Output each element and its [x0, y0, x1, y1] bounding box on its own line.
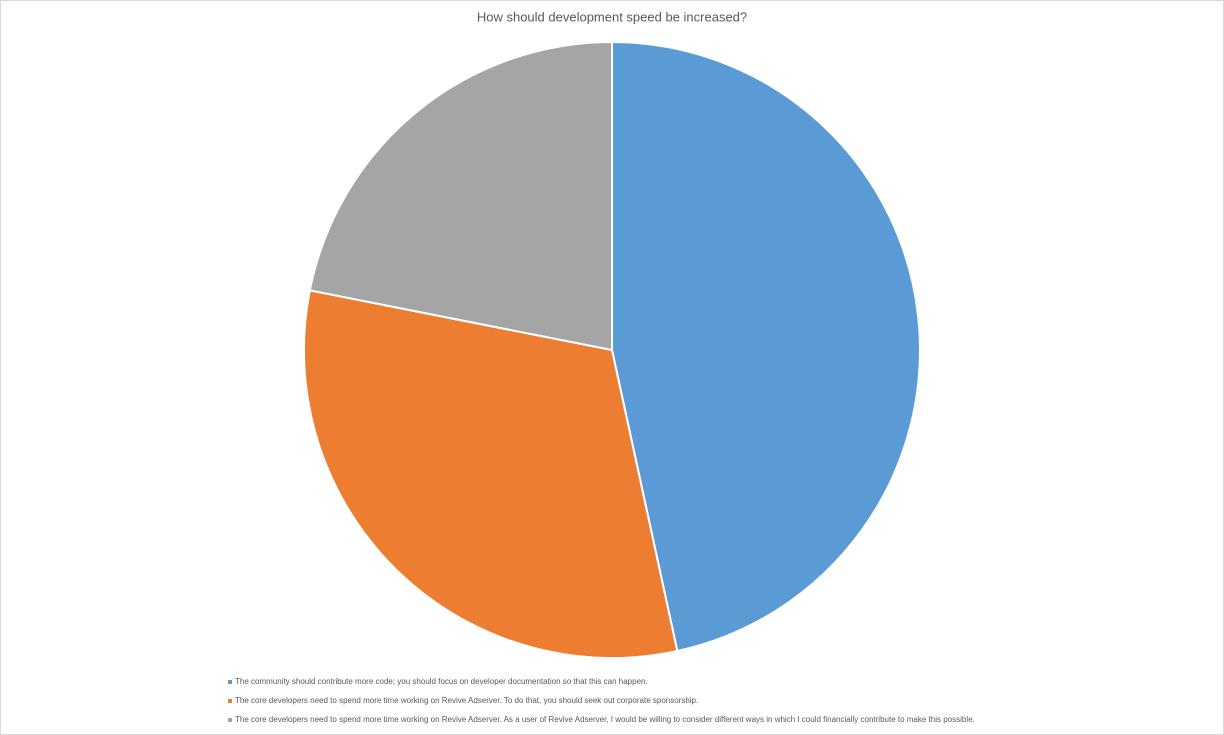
- legend-label: The community should contribute more cod…: [235, 677, 648, 686]
- legend-swatch: [228, 680, 232, 684]
- chart-title: How should development speed be increase…: [477, 9, 747, 24]
- pie-slice: [611, 40, 921, 653]
- legend-label: The core developers need to spend more t…: [235, 715, 975, 724]
- legend-swatch: [228, 718, 232, 722]
- pie-slice: [303, 289, 679, 659]
- legend-swatch: [228, 699, 232, 703]
- pie-slice: [308, 40, 613, 352]
- legend-label: The core developers need to spend more t…: [235, 696, 698, 705]
